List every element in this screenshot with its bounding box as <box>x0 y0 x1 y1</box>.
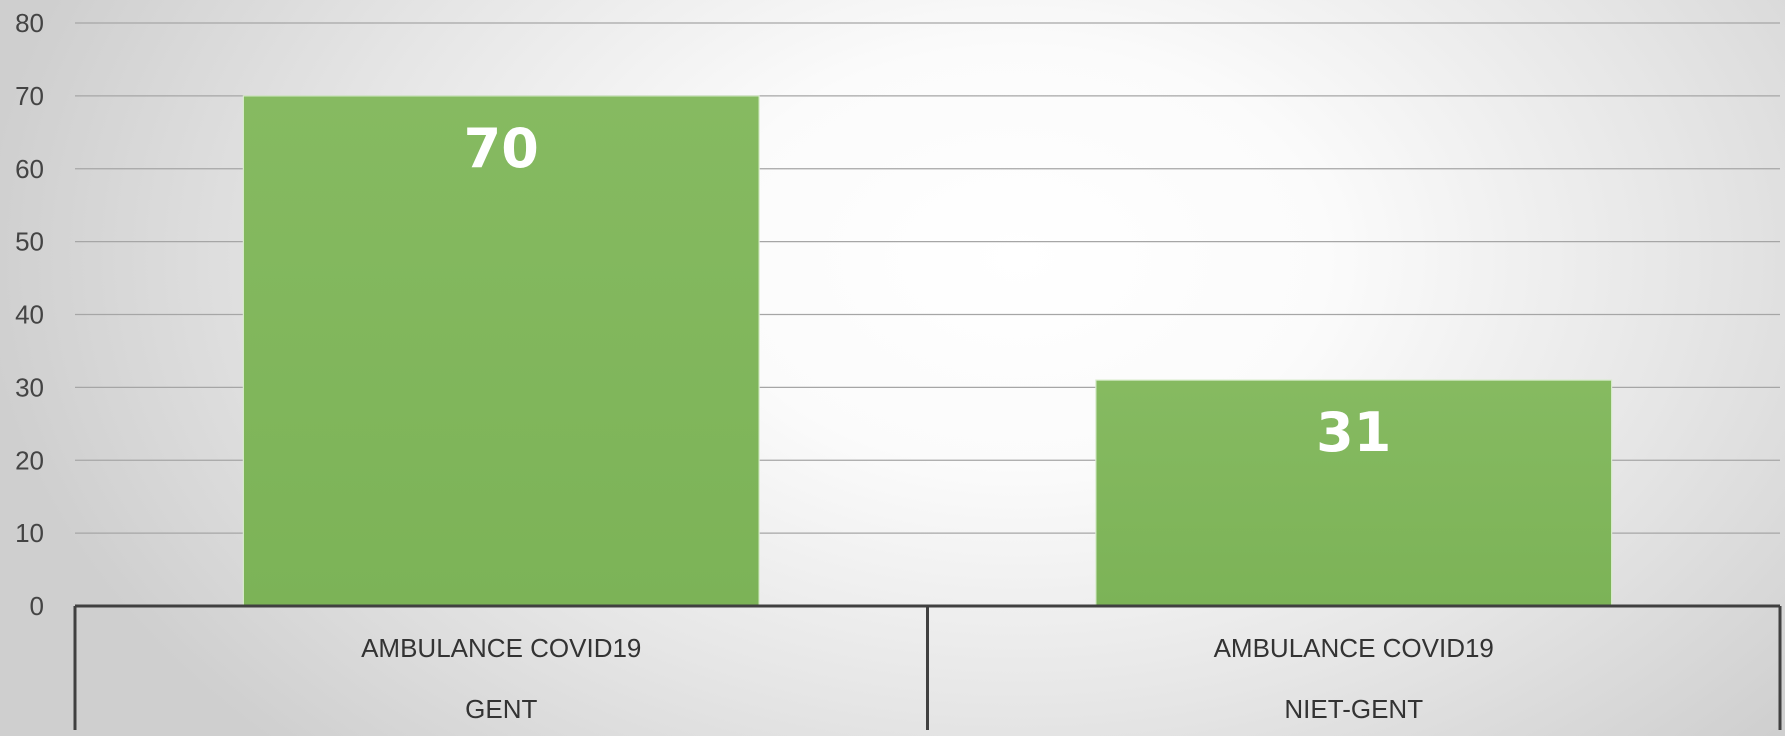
x-category-label-line2: GENT <box>465 694 537 724</box>
y-tick-label: 0 <box>30 591 44 621</box>
bars <box>242 95 1613 607</box>
y-tick-label: 80 <box>15 8 44 38</box>
bar <box>242 95 760 607</box>
data-label: 70 <box>464 117 539 180</box>
y-tick-label: 50 <box>15 227 44 257</box>
data-label: 31 <box>1316 401 1391 464</box>
category-labels: AMBULANCE COVID19 GENT AMBULANCE COVID19 NI… <box>361 633 1494 724</box>
x-axis <box>73 604 1782 730</box>
y-tick-label: 10 <box>15 518 44 548</box>
bar <box>1095 379 1613 607</box>
y-tick-label: 60 <box>15 154 44 184</box>
data-labels: 70 31 <box>464 117 1392 464</box>
y-tick-label: 30 <box>15 372 44 402</box>
y-tick-label: 40 <box>15 300 44 330</box>
x-category-label-line1: AMBULANCE COVID19 <box>1214 633 1494 663</box>
y-axis-tick-labels: 0 10 20 30 40 50 60 70 80 <box>15 8 44 621</box>
x-category-label-line2: NIET-GENT <box>1284 694 1423 724</box>
y-tick-label: 20 <box>15 445 44 475</box>
y-tick-label: 70 <box>15 81 44 111</box>
x-category-label-line1: AMBULANCE COVID19 <box>361 633 641 663</box>
